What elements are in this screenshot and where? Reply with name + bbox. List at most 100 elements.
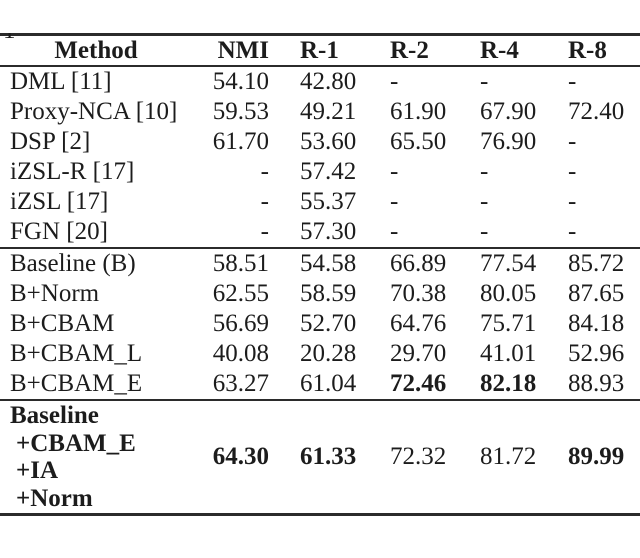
cell-r4: - [448, 217, 538, 248]
method-line: +Norm [16, 484, 93, 512]
cell-r4: 75.71 [448, 309, 538, 339]
cell-text: - [568, 128, 577, 155]
cell-method: FGN [20] [0, 217, 192, 248]
cell-text: - [568, 158, 577, 185]
cell-r8: 52.96 [538, 339, 640, 369]
cell-r4: 81.72 [448, 400, 538, 515]
clipped-caption-character-glyph: 1 [3, 33, 16, 43]
cell-text: 87.65 [568, 280, 625, 307]
cell-text: 54.10 [212, 68, 269, 95]
cell-text: 76.90 [480, 128, 537, 155]
cell-text: - [568, 68, 577, 95]
cell-text: FGN [20] [10, 218, 108, 245]
cell-text: 55.37 [300, 188, 357, 215]
cell-r2: 64.76 [358, 309, 448, 339]
cell-nmi: 40.08 [192, 339, 270, 369]
cell-text: 58.59 [300, 280, 357, 307]
table-section-2: Baseline (B) 58.51 54.58 66.89 77.54 85.72 B+N… [0, 248, 640, 400]
cell-text: B+CBAM [10, 310, 115, 337]
cell-text: 52.70 [300, 310, 357, 337]
cell-r2: - [358, 66, 448, 97]
table-row: B+Norm 62.55 58.59 70.38 80.05 87.65 [0, 279, 640, 309]
cell-text: 61.70 [212, 128, 269, 155]
cell-method: DSP [2] [0, 127, 192, 157]
cell-nmi: 56.69 [192, 309, 270, 339]
cell-text: 61.04 [300, 370, 357, 397]
cell-r1: 57.42 [270, 157, 358, 187]
cell-r4: 41.01 [448, 339, 538, 369]
cell-text: - [480, 218, 489, 245]
cell-r4: 82.18 [448, 369, 538, 400]
cell-r2: 61.90 [358, 97, 448, 127]
header-row: Method NMI R-1 R-2 R-4 R-8 [0, 34, 640, 66]
cell-r1: 55.37 [270, 187, 358, 217]
cell-text: 81.72 [480, 443, 537, 470]
cell-text: 61.90 [390, 98, 447, 125]
table-row: Baseline (B) 58.51 54.58 66.89 77.54 85.72 [0, 248, 640, 279]
cell-text: - [390, 68, 399, 95]
cell-text: - [390, 218, 399, 245]
cell-r1: 52.70 [270, 309, 358, 339]
cell-text: 67.90 [480, 98, 537, 125]
cell-nmi: 63.27 [192, 369, 270, 400]
cell-nmi: 61.70 [192, 127, 270, 157]
cell-text: 56.69 [212, 310, 269, 337]
cell-text: 65.50 [390, 128, 447, 155]
cell-r8: 84.18 [538, 309, 640, 339]
cell-text: - [480, 188, 489, 215]
table-row: Baseline +CBAM_E +IA +Norm 64.30 61.33 72.32 81… [0, 400, 640, 515]
table-row: Proxy-NCA [10] 59.53 49.21 61.90 67.90 72.40 [0, 97, 640, 127]
table-section-3: Baseline +CBAM_E +IA +Norm 64.30 61.33 72.32 81… [0, 400, 640, 515]
cell-text: DSP [2] [10, 128, 91, 155]
cell-r8: - [538, 157, 640, 187]
cell-text: 64.76 [390, 310, 447, 337]
table-row: iZSL-R [17] - 57.42 - - - [0, 157, 640, 187]
table-header: Method NMI R-1 R-2 R-4 R-8 [0, 34, 640, 66]
cell-text: 59.53 [212, 98, 269, 125]
cell-r2: - [358, 187, 448, 217]
cell-text: 42.80 [300, 68, 357, 95]
cell-text: B+CBAM_L [10, 340, 143, 367]
cell-text: - [480, 68, 489, 95]
cell-method: B+CBAM_L [0, 339, 192, 369]
cell-r2: 29.70 [358, 339, 448, 369]
cell-r4: - [448, 66, 538, 97]
cell-nmi: 59.53 [192, 97, 270, 127]
cell-nmi: - [192, 157, 270, 187]
table-row: B+CBAM_L 40.08 20.28 29.70 41.01 52.96 [0, 339, 640, 369]
cell-text: 57.42 [300, 158, 357, 185]
cell-method: Baseline (B) [0, 248, 192, 279]
cell-text: 72.46 [390, 370, 447, 397]
cell-method: Proxy-NCA [10] [0, 97, 192, 127]
method-line: Baseline [10, 402, 99, 429]
cell-text: 61.33 [300, 443, 357, 470]
cell-r1: 20.28 [270, 339, 358, 369]
cell-text: 89.99 [568, 443, 625, 470]
cell-text: 54.58 [300, 250, 357, 277]
cell-text: 57.30 [300, 218, 357, 245]
cell-text: iZSL-R [17] [10, 158, 135, 185]
cell-method: iZSL-R [17] [0, 157, 192, 187]
cell-method: B+CBAM [0, 309, 192, 339]
column-header-r8: R-8 [568, 37, 607, 64]
table-row: B+CBAM_E 63.27 61.04 72.46 82.18 88.93 [0, 369, 640, 400]
cell-text: 63.27 [212, 370, 269, 397]
cell-text: 72.32 [390, 443, 447, 470]
clipped-caption-character: 1 [3, 33, 17, 43]
cell-r4: - [448, 187, 538, 217]
cell-method: DML [11] [0, 66, 192, 97]
cell-text: 84.18 [568, 310, 625, 337]
cell-text: 40.08 [212, 340, 269, 367]
results-table: Method NMI R-1 R-2 R-4 R-8 DML [11] 54.10 42.80… [0, 33, 640, 516]
cell-text: Baseline (B) [10, 250, 136, 277]
cell-r8: - [538, 66, 640, 97]
cell-r4: 80.05 [448, 279, 538, 309]
cell-r8: 87.65 [538, 279, 640, 309]
cell-r4: 76.90 [448, 127, 538, 157]
cell-text: 62.55 [212, 280, 269, 307]
column-header-nmi: NMI [217, 37, 269, 64]
cell-r1: 53.60 [270, 127, 358, 157]
cell-r1: 61.33 [270, 400, 358, 515]
cell-text: 29.70 [390, 340, 447, 367]
cell-r8: - [538, 187, 640, 217]
